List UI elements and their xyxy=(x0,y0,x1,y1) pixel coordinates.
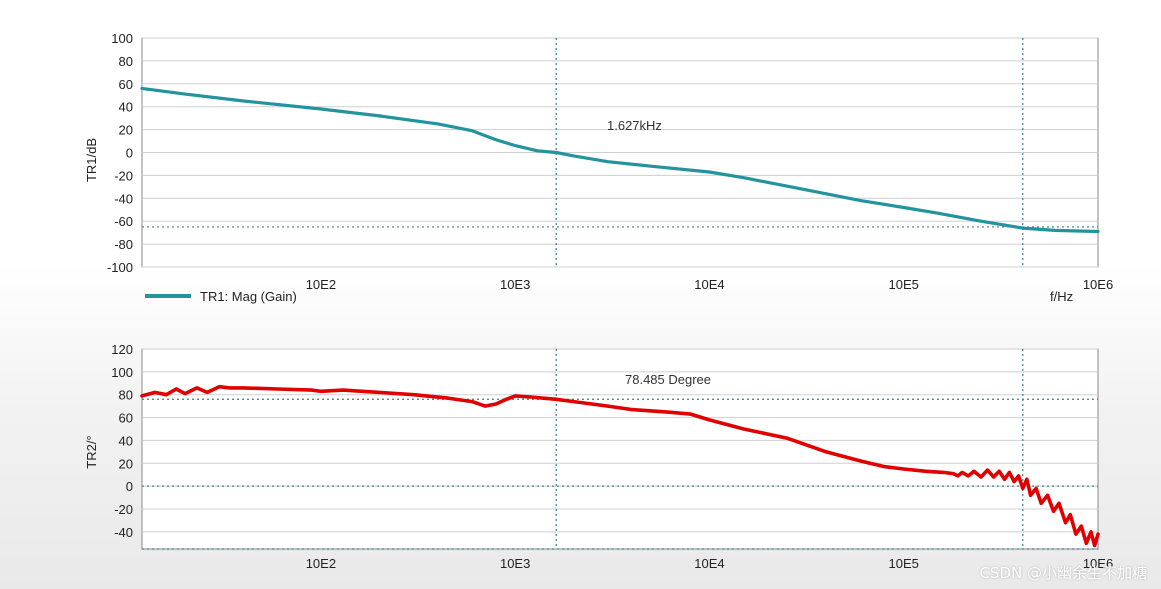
phase-x-ticks: 10E2 10E3 10E4 10E5 10E6 xyxy=(306,556,1113,571)
magnitude-gridlines xyxy=(142,37,1098,268)
y-tick-label-80: 80 xyxy=(119,388,133,403)
y-tick-label--60: -60 xyxy=(114,214,133,229)
y-tick-label-100: 100 xyxy=(111,31,133,46)
phase-cursors xyxy=(142,349,1098,550)
x-tick-label-10E4: 10E4 xyxy=(694,277,724,292)
phase-series xyxy=(140,384,1100,548)
x-tick-label-10E2: 10E2 xyxy=(306,556,336,571)
magnitude-series xyxy=(140,86,1100,234)
y-tick-label--80: -80 xyxy=(114,237,133,252)
x-tick-label-10E3: 10E3 xyxy=(500,556,530,571)
y-tick-label-0: 0 xyxy=(126,146,133,161)
y-tick-label-20: 20 xyxy=(119,123,133,138)
y-tick-label--20: -20 xyxy=(114,502,133,517)
y-tick-label-60: 60 xyxy=(119,411,133,426)
phase-plot-area xyxy=(141,348,1099,550)
x-axis-title: f/Hz xyxy=(1050,289,1073,304)
magnitude-y-axis-title: TR1/dB xyxy=(84,138,99,182)
y-tick-label-0: 0 xyxy=(126,479,133,494)
y-tick-label-100: 100 xyxy=(111,365,133,380)
y-tick-label--100: -100 xyxy=(107,260,133,275)
legend: TR1: Mag (Gain) xyxy=(145,289,297,304)
x-tick-label-10E6: 10E6 xyxy=(1083,556,1113,571)
phase-y-ticks: 120 100 80 60 40 20 0 -20 -40 xyxy=(111,342,133,540)
mag-series-line-0 xyxy=(140,86,1100,234)
magnitude-x-ticks: 10E2 10E3 10E4 10E5 10E6 xyxy=(306,277,1113,292)
x-tick-label-10E6: 10E6 xyxy=(1083,277,1113,292)
x-tick-label-10E5: 10E5 xyxy=(889,556,919,571)
watermark-text: CSDN @小幽余生不加糖 xyxy=(979,564,1147,582)
phase-y-axis-title: TR2/° xyxy=(84,435,99,468)
phase-cursor-annotation: 78.485 Degree xyxy=(625,372,711,387)
x-tick-label-10E5: 10E5 xyxy=(889,277,919,292)
magnitude-cursor-annotation: 1.627kHz xyxy=(607,118,662,133)
y-tick-label--40: -40 xyxy=(114,191,133,206)
x-tick-label-10E2: 10E2 xyxy=(306,277,336,292)
y-tick-label-60: 60 xyxy=(119,77,133,92)
y-tick-label-120: 120 xyxy=(111,342,133,357)
phase-series-line-0 xyxy=(140,384,1100,548)
y-tick-label--40: -40 xyxy=(114,525,133,540)
y-tick-label--20: -20 xyxy=(114,168,133,183)
y-tick-label-80: 80 xyxy=(119,54,133,69)
y-tick-label-40: 40 xyxy=(119,100,133,115)
x-tick-label-10E3: 10E3 xyxy=(500,277,530,292)
legend-label-mag: TR1: Mag (Gain) xyxy=(200,289,297,304)
magnitude-y-ticks: 100 80 60 40 20 0 -20 -40 -60 -80 -100 xyxy=(107,31,133,275)
y-tick-label-40: 40 xyxy=(119,433,133,448)
x-tick-label-10E4: 10E4 xyxy=(694,556,724,571)
y-tick-label-20: 20 xyxy=(119,456,133,471)
phase-gridlines xyxy=(142,348,1098,533)
